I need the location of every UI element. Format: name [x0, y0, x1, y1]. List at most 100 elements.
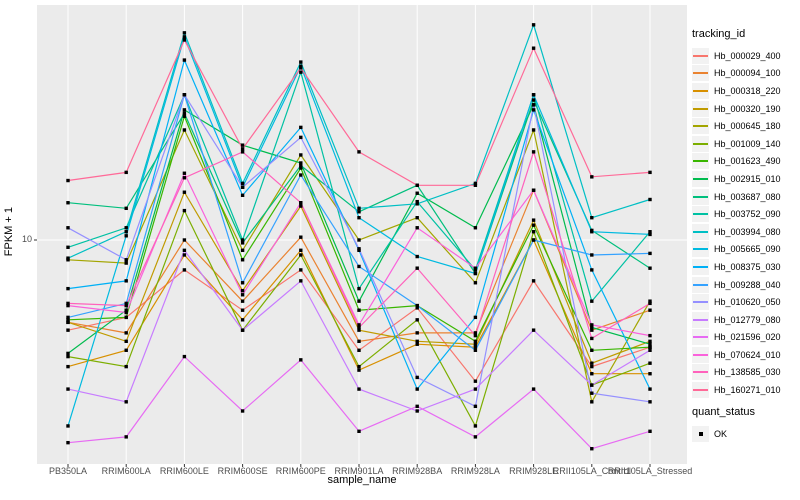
data-point-marker	[66, 245, 70, 249]
data-point-marker	[473, 271, 478, 276]
legend-line-swatch	[693, 248, 708, 251]
data-point-marker	[182, 38, 187, 42]
legend-item-label: Hb_001623_490	[714, 156, 781, 167]
data-point-marker	[66, 351, 70, 356]
data-point-marker	[240, 281, 245, 285]
legend-item-label: Hb_010620_050	[714, 297, 781, 308]
data-point-marker	[648, 429, 652, 434]
legend-item-label: Hb_003752_090	[714, 209, 781, 220]
data-point-marker	[299, 173, 303, 177]
x-tick-label: RRIM600SE	[217, 466, 268, 476]
data-point-marker	[648, 251, 652, 256]
legend-key	[692, 294, 709, 311]
legend-item-label: Hb_005665_090	[714, 244, 781, 255]
data-point-marker	[182, 268, 187, 272]
data-point-marker	[240, 328, 245, 332]
data-point-marker	[415, 318, 419, 322]
x-tick-label: RRII105LA_Control	[552, 466, 631, 476]
data-point-marker	[415, 404, 419, 409]
data-point-marker	[590, 361, 594, 365]
data-point-marker	[240, 248, 245, 253]
legend-item: Hb_003687_080	[692, 188, 798, 206]
legend-key	[692, 135, 709, 152]
data-point-marker	[531, 46, 536, 50]
data-point-marker	[473, 281, 478, 285]
data-point-marker	[648, 266, 652, 270]
legend: tracking_id Hb_000029_400 Hb_000094_100 Hb…	[692, 28, 798, 442]
data-point-marker	[299, 279, 303, 283]
data-point-marker	[124, 258, 128, 262]
legend-item: Hb_001009_140	[692, 135, 798, 153]
legend-item-label: Hb_160271_010	[714, 385, 781, 396]
data-point-marker	[357, 247, 361, 251]
quant-status-label: OK	[714, 428, 728, 439]
data-point-marker	[299, 125, 303, 130]
data-point-marker	[473, 266, 478, 270]
legend-item-label: Hb_012779_080	[714, 314, 781, 325]
data-point-marker	[299, 235, 303, 239]
data-point-marker	[357, 364, 361, 369]
data-point-marker	[240, 150, 245, 154]
data-point-marker	[66, 364, 70, 369]
data-point-marker	[590, 447, 594, 451]
quant-status-title: quant_status	[692, 405, 755, 418]
data-point-marker	[240, 181, 245, 186]
legend-line-swatch	[693, 160, 708, 163]
data-point-marker	[240, 143, 245, 147]
legend-item: Hb_000029_400	[692, 47, 798, 65]
data-point-marker	[415, 339, 419, 344]
data-point-marker	[531, 98, 536, 102]
data-point-marker	[648, 230, 652, 234]
data-point-marker	[531, 279, 536, 283]
legend-key	[692, 329, 709, 346]
data-point-marker	[531, 23, 536, 27]
data-point-marker	[124, 348, 128, 352]
data-point-marker	[124, 303, 128, 308]
data-point-marker	[182, 171, 187, 175]
data-point-marker	[124, 364, 128, 369]
x-axis-title: sample_name	[327, 474, 397, 486]
data-point-marker	[590, 268, 594, 272]
legend-item: Hb_002915_010	[692, 170, 798, 188]
legend-key	[692, 153, 709, 170]
data-point-marker	[299, 166, 303, 170]
legend-item-label: Hb_001009_140	[714, 138, 781, 149]
data-point-marker	[415, 303, 419, 308]
data-point-marker	[66, 256, 70, 260]
data-point-marker	[531, 128, 536, 132]
data-point-marker	[240, 318, 245, 322]
data-point-marker	[473, 345, 478, 349]
data-point-marker	[357, 323, 361, 327]
data-point-marker	[590, 336, 594, 341]
data-point-marker	[415, 409, 419, 413]
data-point-marker	[531, 103, 536, 107]
data-point-marker	[357, 348, 361, 352]
data-point-marker	[357, 150, 361, 154]
legend-line-swatch	[693, 72, 708, 75]
legend-key	[692, 82, 709, 99]
data-point-marker	[415, 331, 419, 335]
data-point-marker	[648, 339, 652, 344]
data-point-marker	[648, 232, 652, 237]
data-point-marker	[182, 35, 187, 39]
plot-panel	[34, 5, 687, 467]
data-point-marker	[531, 218, 536, 222]
legend-rows: Hb_000029_400 Hb_000094_100 Hb_000318_220 H…	[692, 47, 798, 399]
data-point-marker	[357, 429, 361, 434]
data-point-marker	[590, 400, 594, 404]
legend-item-label: Hb_002915_010	[714, 173, 781, 184]
data-point-marker	[66, 201, 70, 205]
legend-item-label: Hb_003994_080	[714, 226, 781, 237]
data-point-marker	[473, 424, 478, 428]
data-point-marker	[182, 248, 187, 253]
data-point-marker	[357, 238, 361, 242]
data-point-marker	[473, 331, 478, 335]
data-point-marker	[415, 183, 419, 187]
data-point-marker	[531, 223, 536, 227]
legend-item: Hb_001623_490	[692, 153, 798, 171]
data-point-marker	[357, 299, 361, 303]
legend-item: Hb_000645_180	[692, 117, 798, 135]
data-point-marker	[473, 387, 478, 391]
legend-key	[692, 47, 709, 64]
data-point-marker	[182, 128, 187, 132]
